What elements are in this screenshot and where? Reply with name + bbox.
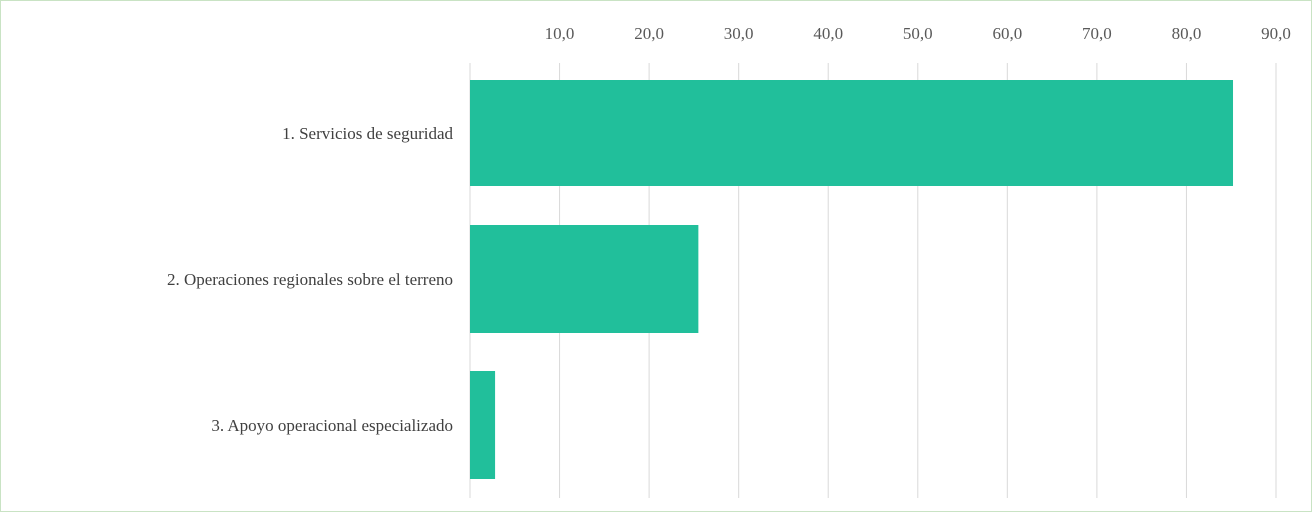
bar: [470, 225, 699, 333]
x-tick-label: 50,0: [903, 24, 933, 43]
x-tick-label: 70,0: [1082, 24, 1112, 43]
x-tick-label: 90,0: [1261, 24, 1291, 43]
x-tick-label: 40,0: [813, 24, 843, 43]
x-axis-tick-labels: 10,0 20,0 30,0 40,0 50,0 60,0 70,0 80,0 90,0: [545, 24, 1291, 43]
bar: [470, 371, 496, 479]
bars: [470, 80, 1234, 479]
category-label: 2. Operaciones regionales sobre el terre…: [167, 270, 453, 289]
category-label: 3. Apoyo operacional especializado: [211, 416, 453, 435]
category-label: 1. Servicios de seguridad: [282, 124, 453, 143]
x-tick-label: 20,0: [634, 24, 664, 43]
x-tick-label: 10,0: [545, 24, 575, 43]
category-labels: 1. Servicios de seguridad 2. Operaciones …: [167, 124, 454, 435]
x-tick-label: 60,0: [992, 24, 1022, 43]
bar: [470, 80, 1234, 186]
x-tick-label: 30,0: [724, 24, 754, 43]
x-tick-label: 80,0: [1172, 24, 1202, 43]
